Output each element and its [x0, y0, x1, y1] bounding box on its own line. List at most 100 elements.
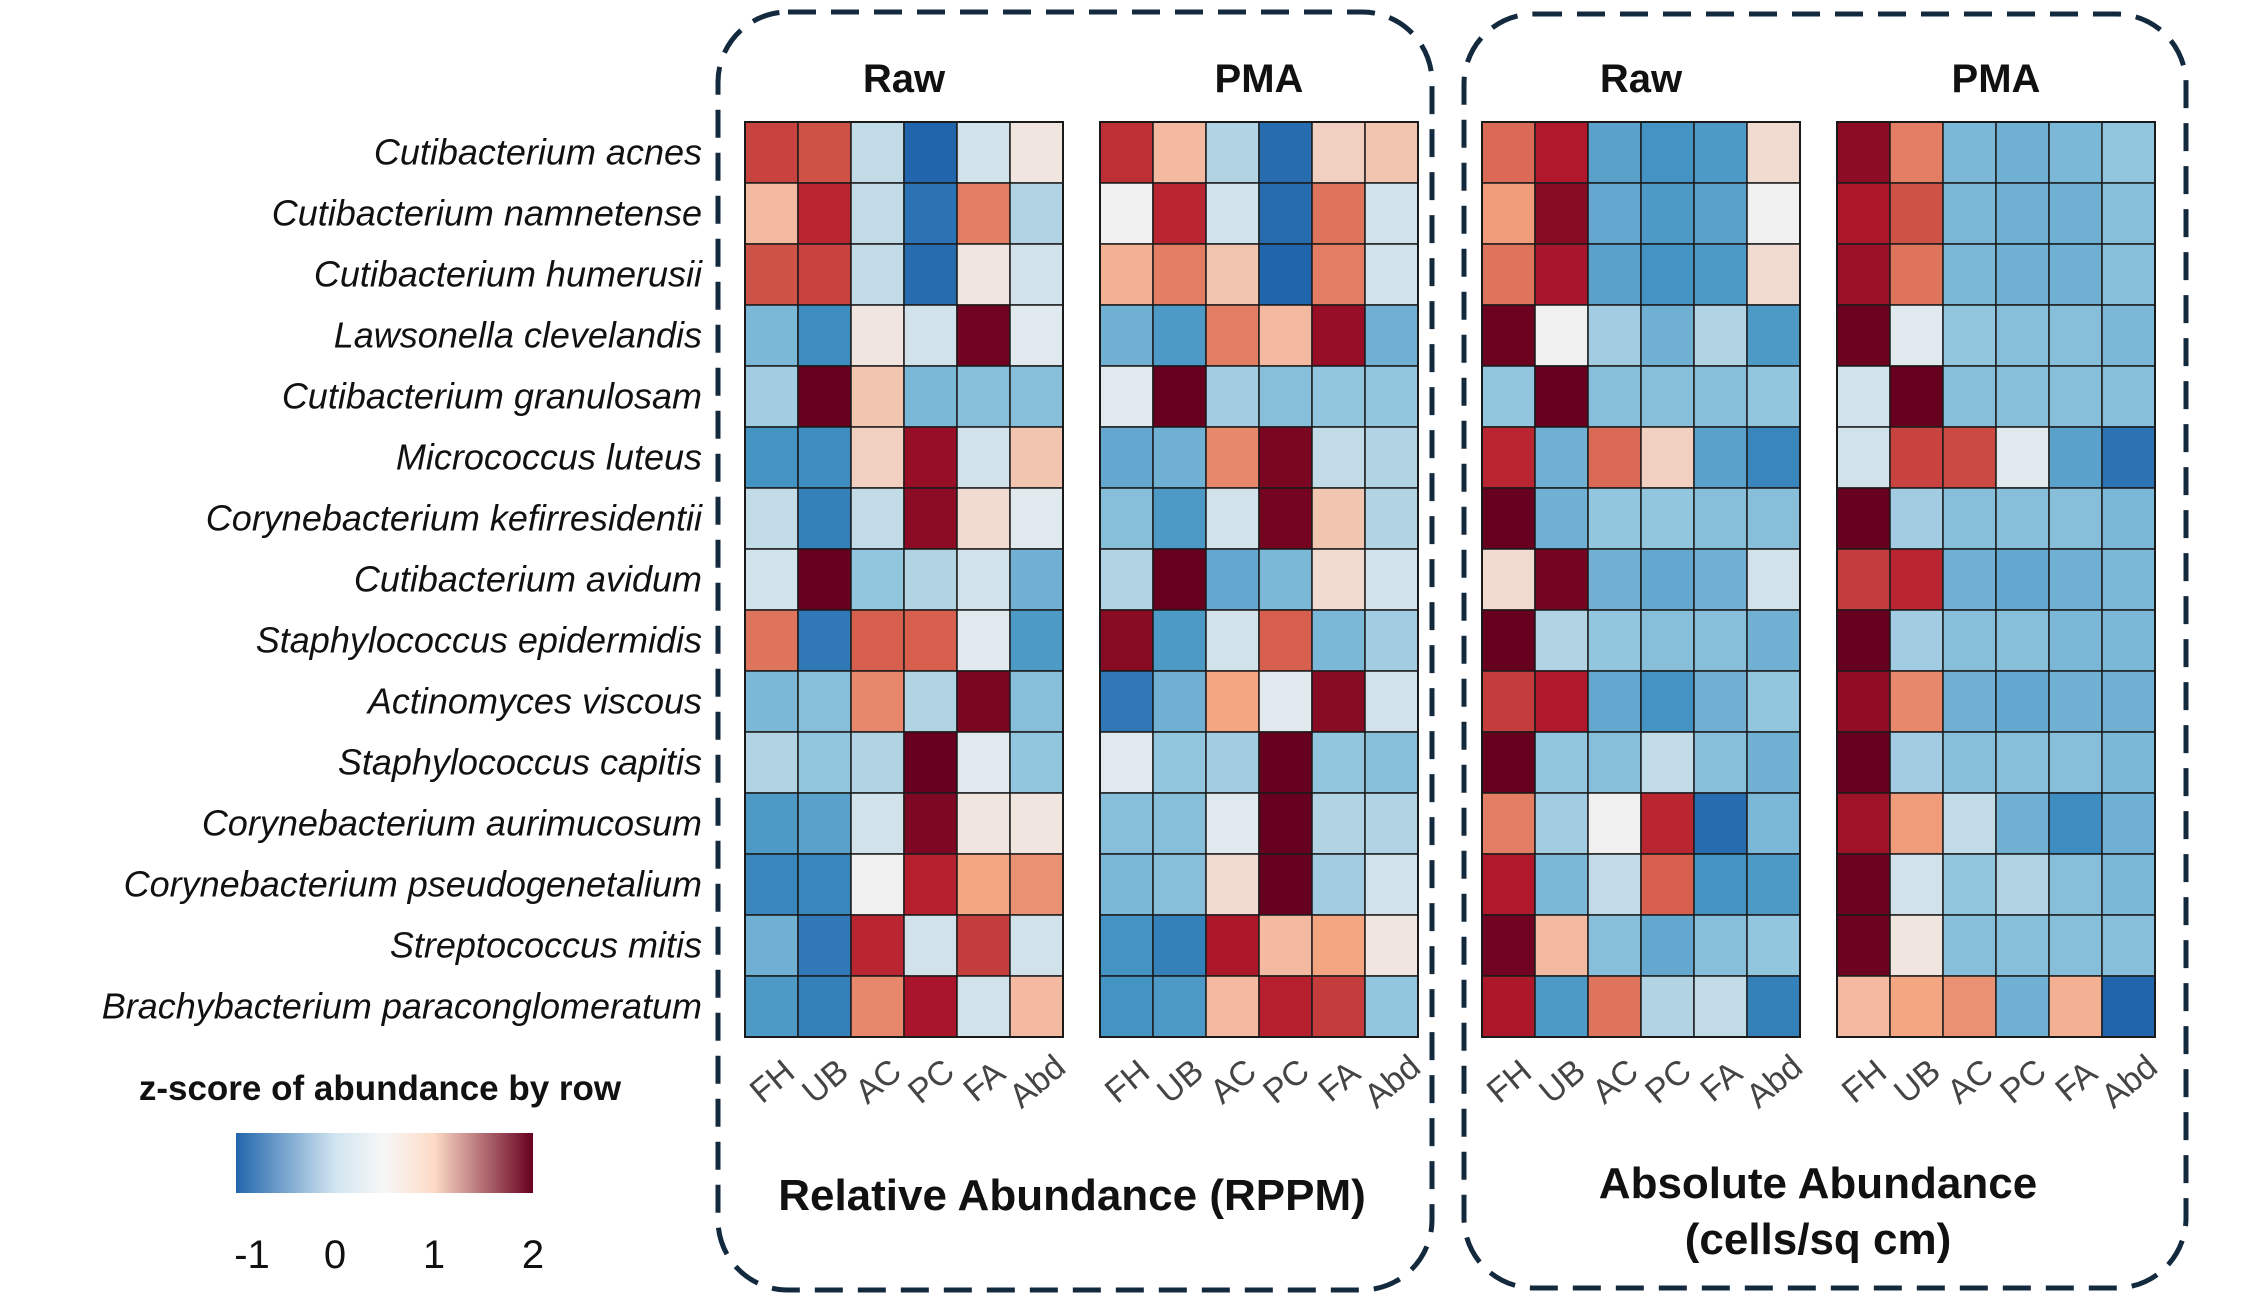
heatmap-cell — [850, 426, 905, 489]
heatmap-cell — [1587, 243, 1642, 306]
heatmap-cell — [1534, 548, 1589, 611]
heatmap-cell — [903, 243, 958, 306]
heatmap-cell — [1640, 670, 1695, 733]
heatmap-cell — [956, 182, 1011, 245]
heatmap-cell — [1836, 426, 1891, 489]
heatmap-cell — [1942, 304, 1997, 367]
heatmap-cell — [1099, 304, 1154, 367]
heatmap-cell — [1942, 914, 1997, 977]
heatmap-title: PMA — [1952, 57, 2041, 101]
heatmap-cell — [1009, 548, 1064, 611]
heatmap-cell — [2101, 670, 2156, 733]
row-label: Brachybacterium paraconglomeratum — [102, 986, 702, 1027]
heatmap-cell — [1152, 853, 1207, 916]
heatmap-cell — [797, 548, 852, 611]
heatmap-cell — [1640, 304, 1695, 367]
heatmap-cell — [1099, 670, 1154, 733]
heatmap-cell — [1205, 670, 1260, 733]
heatmap-cell — [956, 243, 1011, 306]
heatmap-cell — [1889, 487, 1944, 550]
heatmap-cell — [1152, 609, 1207, 672]
heatmap-cell — [956, 121, 1011, 184]
heatmap-cell — [1587, 121, 1642, 184]
heatmap-cell — [2101, 731, 2156, 794]
x-tick-label: FH — [743, 1052, 802, 1110]
heatmap-cell — [1364, 853, 1419, 916]
heatmap-cell — [1481, 975, 1536, 1038]
heatmap-title: PMA — [1215, 57, 1304, 101]
heatmap-cell — [1640, 121, 1695, 184]
x-tick-label: UB — [1150, 1052, 1211, 1111]
heatmap-cell — [1995, 182, 2050, 245]
heatmap-cell — [797, 182, 852, 245]
heatmap-cell — [2101, 914, 2156, 977]
heatmap-cell — [850, 548, 905, 611]
heatmap-cell — [1693, 426, 1748, 489]
heatmap-cell — [850, 609, 905, 672]
heatmap-cell — [1587, 609, 1642, 672]
heatmap-cell — [1693, 792, 1748, 855]
heatmap-border — [744, 121, 1064, 1038]
heatmap-cell — [850, 121, 905, 184]
heatmap-cell — [1311, 365, 1366, 428]
heatmap-cell — [1693, 548, 1748, 611]
heatmap-cell — [797, 975, 852, 1038]
heatmap-cell — [1205, 426, 1260, 489]
heatmap-cell — [797, 304, 852, 367]
heatmap-cell — [1205, 731, 1260, 794]
heatmap-cell — [1534, 609, 1589, 672]
heatmap-cell — [1481, 121, 1536, 184]
heatmap-cell — [1152, 365, 1207, 428]
heatmap-cell — [1889, 853, 1944, 916]
heatmap-cell — [744, 670, 799, 733]
heatmap-cell — [1995, 121, 2050, 184]
heatmap-cell — [1534, 121, 1589, 184]
relative-abundance-title: Relative Abundance (RPPM) — [778, 1171, 1366, 1220]
heatmap-cell — [903, 853, 958, 916]
x-tick-label: PC — [1993, 1052, 2054, 1111]
heatmap-cell — [1311, 548, 1366, 611]
heatmap-cell — [2048, 914, 2103, 977]
heatmap-cell — [1258, 731, 1313, 794]
heatmap-cell — [1942, 487, 1997, 550]
heatmap-cell — [1258, 182, 1313, 245]
heatmap-cell — [1152, 487, 1207, 550]
heatmap-cell — [1836, 243, 1891, 306]
heatmap-cell — [1995, 609, 2050, 672]
heatmap-cell — [903, 365, 958, 428]
heatmap-cell — [1693, 121, 1748, 184]
heatmap-cell — [1942, 243, 1997, 306]
row-label: Staphylococcus epidermidis — [256, 620, 702, 661]
heatmap-cell — [850, 243, 905, 306]
heatmap-cell — [1640, 365, 1695, 428]
x-tick-label: FH — [1480, 1052, 1539, 1110]
heatmap-cell — [2048, 121, 2103, 184]
heatmap-cell — [2101, 365, 2156, 428]
heatmap-cell — [2048, 365, 2103, 428]
heatmap-cell — [1009, 426, 1064, 489]
panel-outlines — [715, 9, 2189, 1293]
x-tick-label: Abd — [1357, 1048, 1428, 1116]
heatmap-border — [1099, 121, 1419, 1038]
heatmap-cell — [1587, 548, 1642, 611]
heatmap-cell — [850, 182, 905, 245]
heatmap-cell — [1942, 731, 1997, 794]
heatmap-cell — [1009, 853, 1064, 916]
heatmap-title: Raw — [1600, 57, 1683, 101]
heatmap-cell — [1009, 365, 1064, 428]
heatmap-cell — [1836, 304, 1891, 367]
heatmap-cell — [744, 365, 799, 428]
heatmap-title: Raw — [863, 57, 946, 101]
x-tick-label: FH — [1098, 1052, 1157, 1110]
heatmap-cell — [1099, 609, 1154, 672]
heatmap-cell — [1836, 670, 1891, 733]
heatmap-cell — [2101, 853, 2156, 916]
heatmap-cell — [1311, 487, 1366, 550]
heatmap-cell — [744, 121, 799, 184]
panel-outline-2 — [1461, 11, 2189, 1291]
heatmap-cell — [1889, 731, 1944, 794]
heatmap-cell — [2048, 548, 2103, 611]
heatmap-cell — [744, 243, 799, 306]
heatmap-cell — [1258, 548, 1313, 611]
